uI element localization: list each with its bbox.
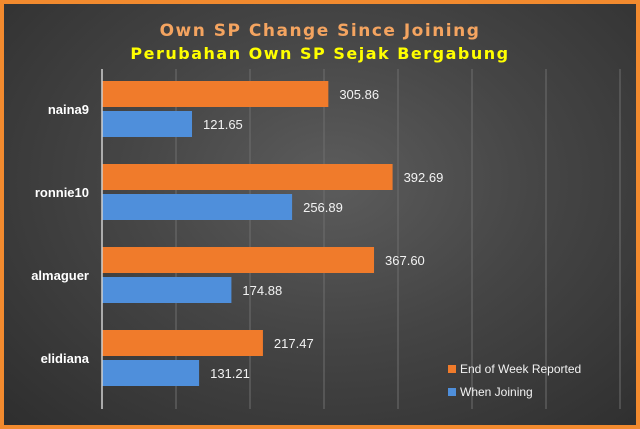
category-label: ronnie10 [35, 185, 89, 200]
data-label: 217.47 [274, 336, 314, 351]
bar-group-ronnie10: 392.69 256.89 [102, 164, 443, 220]
bar-group-naina9: 305.86 121.65 [102, 81, 379, 137]
bar-group-elidiana: 217.47 131.21 [102, 330, 314, 386]
data-label: 392.69 [404, 170, 444, 185]
chart-frame: Own SP Change Since Joining Perubahan Ow… [4, 4, 636, 425]
bar-chart: Own SP Change Since Joining Perubahan Ow… [31, 21, 621, 409]
data-label: 305.86 [339, 87, 379, 102]
category-label: almaguer [31, 268, 89, 283]
bars: 305.86 121.65 392.69 256.89 367.60 174.88 217.… [102, 81, 443, 386]
data-label: 174.88 [242, 283, 282, 298]
legend-label: End of Week Reported [460, 362, 581, 376]
legend-swatch [448, 388, 456, 396]
bar [102, 81, 329, 107]
category-label: naina9 [48, 102, 89, 117]
data-label: 131.21 [210, 366, 250, 381]
data-label: 121.65 [203, 117, 243, 132]
bar-group-almaguer: 367.60 174.88 [102, 247, 425, 303]
legend-label: When Joining [460, 385, 533, 399]
legend-swatch [448, 365, 456, 373]
bar [102, 330, 263, 356]
bar [102, 277, 232, 303]
bar [102, 360, 200, 386]
bar [102, 247, 375, 273]
bar [102, 111, 193, 137]
category-label: elidiana [41, 351, 90, 366]
chart-subtitle: Perubahan Own SP Sejak Bergabung [130, 44, 509, 63]
y-axis: naina9 ronnie10 almaguer elidiana [31, 69, 103, 409]
bar [102, 194, 293, 220]
gridlines [175, 69, 621, 409]
legend: End of Week Reported When Joining [448, 362, 581, 399]
data-label: 367.60 [385, 253, 425, 268]
bar [102, 164, 393, 190]
chart-title: Own SP Change Since Joining [160, 21, 481, 41]
data-label: 256.89 [303, 200, 343, 215]
